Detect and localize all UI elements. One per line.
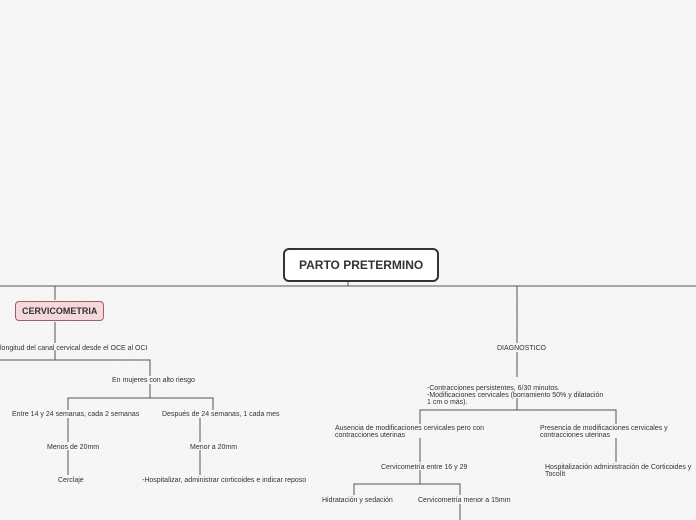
n1-label: longitud del canal cervical desde el OCE… <box>0 345 147 352</box>
d1-label: DIAGNOSTICO <box>497 345 546 352</box>
node-d5: Cervicometría entre 16 y 29 <box>381 464 467 471</box>
n6-label: Menor a 20mm <box>190 444 237 451</box>
root-node: PARTO PRETERMINO <box>283 248 439 282</box>
root-label: PARTO PRETERMINO <box>299 258 423 272</box>
n4-label: Después de 24 semanas, 1 cada mes <box>162 411 280 418</box>
cervico-label: CERVICOMETRIA <box>22 306 97 316</box>
d5-label: Cervicometría entre 16 y 29 <box>381 464 467 471</box>
n3-label: Entre 14 y 24 semanas, cada 2 semanas <box>12 411 139 418</box>
node-n5: Menos de 20mm <box>47 444 99 451</box>
node-d2: -Contracciones persistentes, 6/30 minuto… <box>427 378 607 406</box>
d8-label: Cervicometría menor a 15mm <box>418 497 511 504</box>
node-n2: En mujeres con alto riesgo <box>112 377 195 384</box>
node-n1: longitud del canal cervical desde el OCE… <box>0 345 147 352</box>
node-d8: Cervicometría menor a 15mm <box>418 497 511 504</box>
node-n3: Entre 14 y 24 semanas, cada 2 semanas <box>12 411 139 418</box>
d3-label: Ausencia de modificaciones cervicales pe… <box>335 425 484 439</box>
node-d3: Ausencia de modificaciones cervicales pe… <box>335 425 505 439</box>
d7-label: Hidratación y sedación <box>322 497 393 504</box>
n2-label: En mujeres con alto riesgo <box>112 377 195 384</box>
node-n8: -Hospitalizar, administrar corticoides e… <box>142 477 306 484</box>
node-n6: Menor a 20mm <box>190 444 237 451</box>
node-d7: Hidratación y sedación <box>322 497 393 504</box>
node-d6: Hospitalización administración de Cortic… <box>545 464 696 478</box>
node-n7: Cerclaje <box>58 477 84 484</box>
n8-label: -Hospitalizar, administrar corticoides e… <box>142 477 306 484</box>
node-n4: Después de 24 semanas, 1 cada mes <box>162 411 280 418</box>
n5-label: Menos de 20mm <box>47 444 99 451</box>
d2-label: -Contracciones persistentes, 6/30 minuto… <box>427 385 603 406</box>
node-d4: Presencia de modificaciones cervicales y… <box>540 425 696 439</box>
node-cervicometria: CERVICOMETRIA <box>15 301 104 321</box>
node-d1: DIAGNOSTICO <box>497 345 546 352</box>
n7-label: Cerclaje <box>58 477 84 484</box>
d4-label: Presencia de modificaciones cervicales y… <box>540 425 668 439</box>
d6-label: Hospitalización administración de Cortic… <box>545 464 691 478</box>
